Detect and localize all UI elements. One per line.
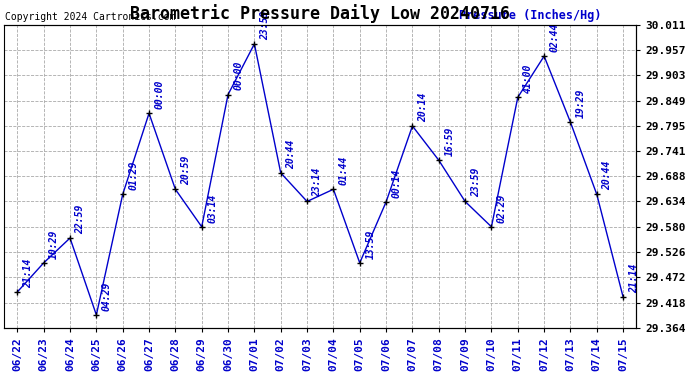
Text: 03:14: 03:14 xyxy=(207,193,217,223)
Text: 41:00: 41:00 xyxy=(523,64,533,93)
Text: 21:14: 21:14 xyxy=(23,258,33,288)
Title: Barometric Pressure Daily Low 20240716: Barometric Pressure Daily Low 20240716 xyxy=(130,4,510,23)
Text: 00:14: 00:14 xyxy=(392,168,402,198)
Text: Pressure (Inches/Hg): Pressure (Inches/Hg) xyxy=(460,9,602,22)
Text: 02:44: 02:44 xyxy=(550,22,560,52)
Text: 01:44: 01:44 xyxy=(339,156,349,185)
Text: 10:29: 10:29 xyxy=(49,230,59,259)
Text: 16:59: 16:59 xyxy=(444,127,454,156)
Text: 00:00: 00:00 xyxy=(234,61,244,90)
Text: 20:44: 20:44 xyxy=(602,161,612,190)
Text: 01:29: 01:29 xyxy=(128,161,138,190)
Text: 04:29: 04:29 xyxy=(102,281,112,311)
Text: 21:14: 21:14 xyxy=(629,264,639,293)
Text: 02:29: 02:29 xyxy=(497,193,507,223)
Text: 20:14: 20:14 xyxy=(418,93,428,122)
Text: 00:00: 00:00 xyxy=(155,80,165,109)
Text: Copyright 2024 Cartronics.com: Copyright 2024 Cartronics.com xyxy=(5,12,175,22)
Text: 13:59: 13:59 xyxy=(365,230,375,259)
Text: 19:29: 19:29 xyxy=(576,88,586,118)
Text: 20:44: 20:44 xyxy=(286,140,296,169)
Text: 23:14: 23:14 xyxy=(313,168,323,197)
Text: 23:59: 23:59 xyxy=(471,168,481,197)
Text: 22:59: 22:59 xyxy=(76,204,86,234)
Text: 23:59: 23:59 xyxy=(260,10,270,40)
Text: 20:59: 20:59 xyxy=(181,156,191,185)
